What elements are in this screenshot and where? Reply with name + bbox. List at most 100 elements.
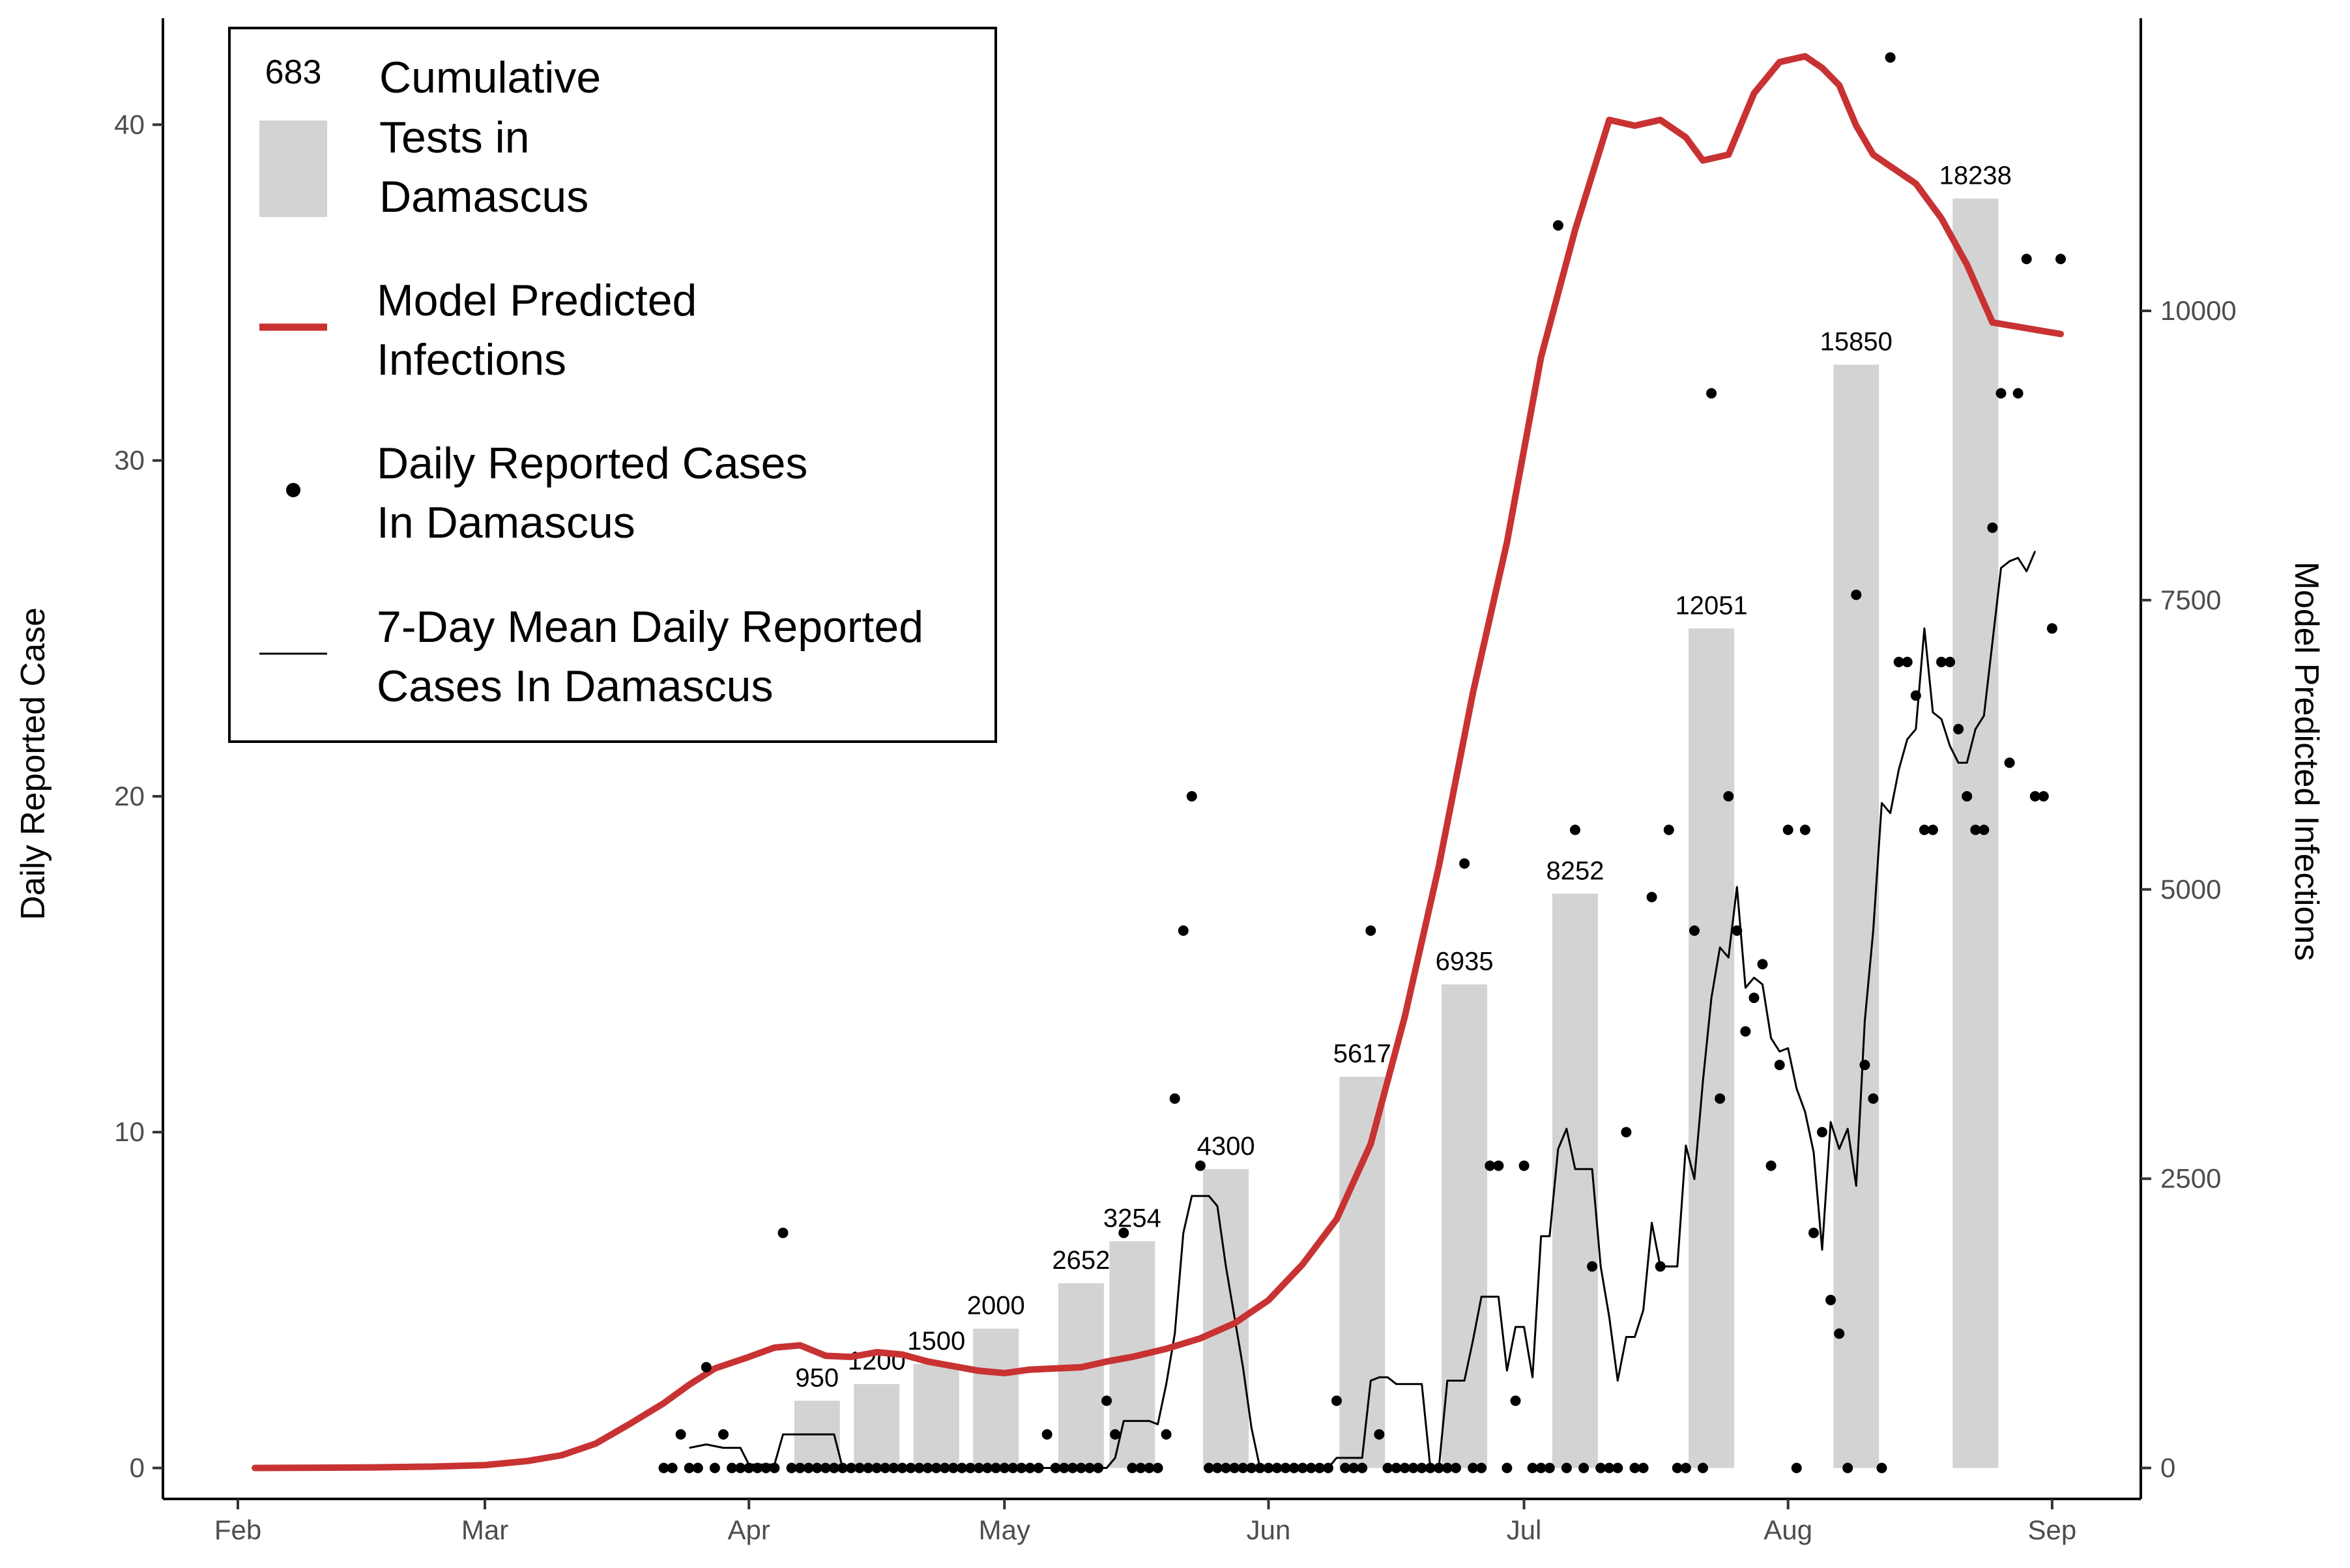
daily-point [1382, 1462, 1393, 1474]
daily-point [1987, 522, 1998, 533]
daily-point [1774, 1060, 1785, 1071]
legend-points-label-2: In Damascus [377, 498, 635, 547]
legend-mean-label-2: Cases In Damascus [377, 661, 773, 711]
legend-box [228, 27, 997, 743]
daily-point [2004, 757, 2015, 768]
legend-model-label-2: Infections [377, 335, 566, 385]
daily-point [888, 1462, 899, 1474]
daily-point [761, 1462, 772, 1474]
daily-point [1229, 1462, 1240, 1474]
daily-point [1595, 1462, 1606, 1474]
daily-point [1255, 1462, 1266, 1474]
daily-point [820, 1462, 831, 1474]
daily-point [1161, 1429, 1172, 1440]
bar-label: 4300 [1197, 1132, 1255, 1161]
daily-point [1834, 1328, 1845, 1339]
daily-point [1476, 1462, 1487, 1474]
daily-point [1723, 791, 1734, 802]
daily-point [1084, 1462, 1095, 1474]
daily-point [1204, 1462, 1214, 1474]
daily-point [1672, 1462, 1683, 1474]
daily-point [1195, 1160, 1206, 1171]
y2-tick-label: 10000 [2160, 295, 2237, 326]
daily-point [854, 1462, 865, 1474]
bar [973, 1328, 1019, 1468]
daily-point [2029, 791, 2040, 802]
daily-point [1518, 1160, 1530, 1171]
daily-point [1732, 925, 1743, 936]
daily-point [1655, 1261, 1666, 1272]
daily-point [777, 1227, 789, 1238]
y2-tick-label: 5000 [2160, 874, 2221, 905]
daily-point [1365, 925, 1376, 936]
daily-point [948, 1462, 959, 1474]
legend-bars-label-2: Tests in [379, 113, 530, 162]
x-tick-label: Apr [728, 1515, 770, 1545]
daily-point [1314, 1462, 1325, 1474]
daily-point [786, 1462, 797, 1474]
daily-point [1715, 1093, 1726, 1104]
daily-point [1391, 1462, 1402, 1474]
daily-point [828, 1462, 839, 1474]
bar [1552, 893, 1598, 1468]
daily-point [1357, 1462, 1368, 1474]
daily-point [1979, 824, 1990, 835]
x-tick-label: Mar [461, 1515, 508, 1545]
daily-point [939, 1462, 950, 1474]
daily-point [1578, 1462, 1589, 1474]
bar-label: 2000 [967, 1292, 1025, 1320]
bar [913, 1363, 959, 1468]
daily-point [1016, 1462, 1027, 1474]
daily-point [1621, 1127, 1632, 1138]
daily-point [2046, 623, 2057, 634]
daily-point [1399, 1462, 1410, 1474]
daily-point [1698, 1462, 1708, 1474]
x-tick-label: Jul [1507, 1515, 1542, 1545]
daily-point [1535, 1462, 1546, 1474]
daily-point [1033, 1462, 1044, 1474]
daily-point [922, 1462, 933, 1474]
daily-point [1825, 1294, 1836, 1305]
daily-point [957, 1462, 967, 1474]
y-tick-label: 40 [114, 109, 145, 139]
daily-point [1246, 1462, 1257, 1474]
daily-point [837, 1462, 848, 1474]
daily-point [1493, 1160, 1504, 1171]
daily-point [1118, 1227, 1129, 1238]
daily-point [1331, 1395, 1342, 1406]
daily-point [1612, 1462, 1623, 1474]
daily-point [965, 1462, 976, 1474]
daily-point [1757, 959, 1768, 970]
daily-point [1468, 1462, 1479, 1474]
daily-point [974, 1462, 985, 1474]
daily-point [1842, 1462, 1853, 1474]
legend-bar-swatch [259, 121, 327, 217]
daily-point [1953, 723, 1964, 734]
model-line [252, 53, 2064, 1472]
daily-point [684, 1462, 695, 1474]
daily-point [1024, 1462, 1036, 1474]
daily-point [905, 1462, 916, 1474]
daily-point [1075, 1462, 1086, 1474]
points-layer [658, 52, 2066, 1474]
daily-point [1127, 1462, 1138, 1474]
daily-point [1851, 589, 1862, 600]
daily-point [1791, 1462, 1802, 1474]
daily-point [871, 1462, 882, 1474]
daily-point [1238, 1462, 1249, 1474]
daily-point [1067, 1462, 1078, 1474]
daily-point [1561, 1462, 1572, 1474]
daily-point [1663, 824, 1674, 835]
daily-point [1859, 1060, 1870, 1071]
bar [1689, 628, 1735, 1468]
y-tick-label: 30 [114, 445, 145, 476]
bars-layer [794, 198, 1999, 1468]
daily-point [1689, 925, 1700, 936]
daily-point [1748, 993, 1760, 1004]
bar-label: 6935 [1436, 948, 1494, 976]
daily-point [1416, 1462, 1427, 1474]
daily-point [769, 1462, 780, 1474]
daily-point [1169, 1093, 1180, 1104]
daily-point [880, 1462, 891, 1474]
daily-point [1152, 1462, 1163, 1474]
